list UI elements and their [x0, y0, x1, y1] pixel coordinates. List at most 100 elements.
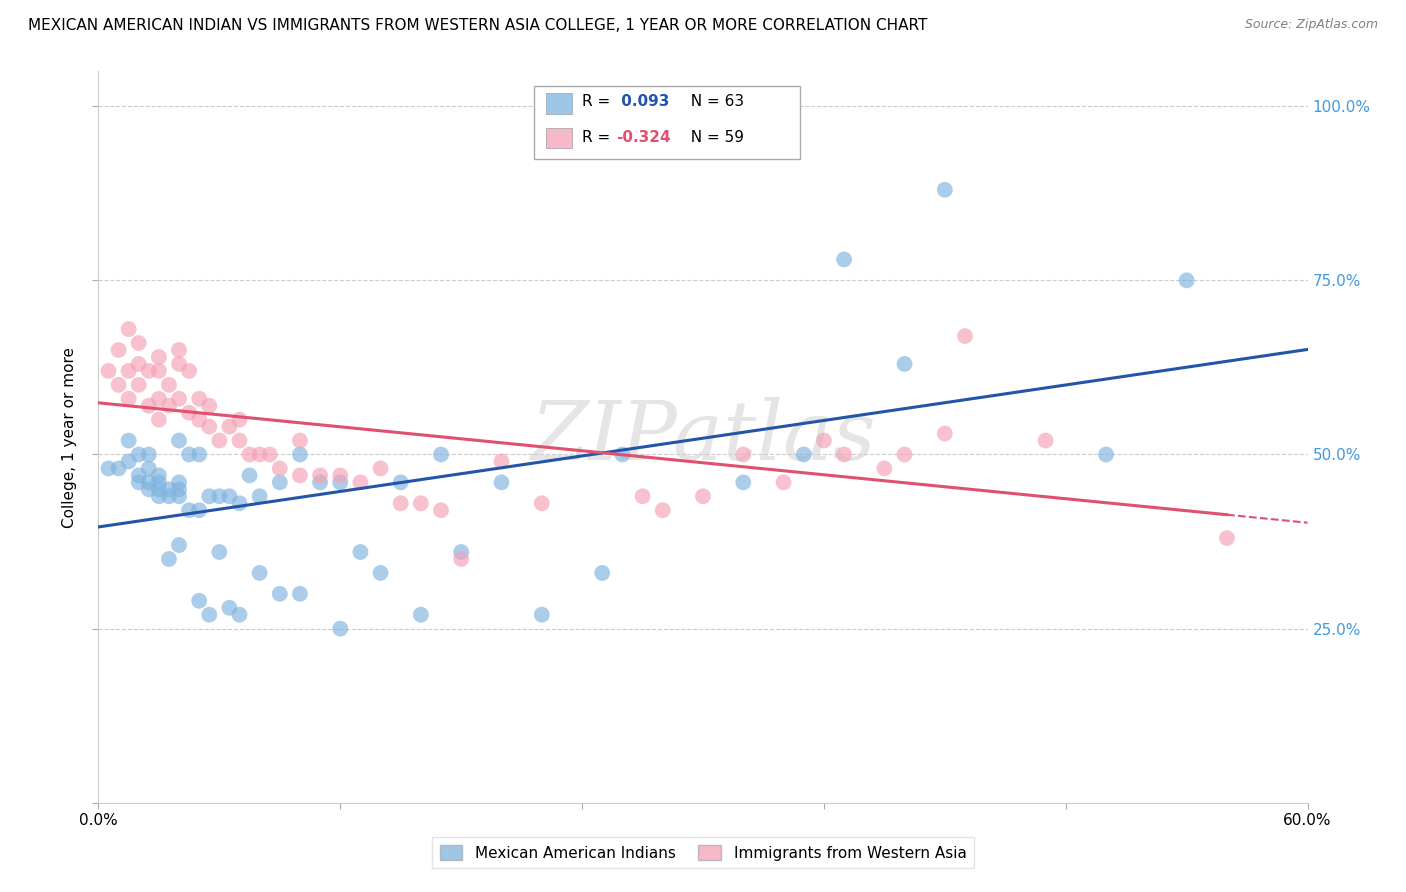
Point: [179, 503, 201, 517]
Point: [107, 461, 129, 475]
Point: [832, 448, 855, 462]
Point: [118, 322, 141, 336]
Point: [1175, 273, 1198, 287]
Point: [893, 357, 915, 371]
Point: [167, 357, 190, 371]
Point: [128, 336, 150, 351]
Point: [167, 343, 190, 357]
Point: [893, 448, 915, 462]
Point: [128, 475, 150, 490]
Point: [228, 434, 250, 448]
Point: [157, 399, 180, 413]
Point: [733, 475, 755, 490]
Point: [228, 412, 250, 426]
Text: ZIPatlas: ZIPatlas: [530, 397, 876, 477]
Point: [198, 607, 221, 622]
Point: [128, 468, 150, 483]
Point: [793, 448, 815, 462]
Point: [138, 448, 160, 462]
Point: [157, 483, 180, 497]
Point: [228, 607, 250, 622]
Point: [107, 377, 129, 392]
FancyBboxPatch shape: [546, 94, 572, 114]
Point: [934, 183, 956, 197]
Point: [288, 468, 311, 483]
Y-axis label: College, 1 year or more: College, 1 year or more: [62, 347, 77, 527]
Point: [97, 364, 120, 378]
Point: [148, 350, 170, 364]
Point: [430, 503, 453, 517]
Point: [218, 600, 240, 615]
Point: [813, 434, 835, 448]
Point: [873, 461, 896, 475]
Point: [118, 434, 141, 448]
Point: [530, 496, 553, 510]
Point: [118, 364, 141, 378]
Point: [491, 475, 513, 490]
Point: [389, 496, 412, 510]
Point: [1095, 448, 1118, 462]
Point: [218, 419, 240, 434]
Point: [1216, 531, 1239, 545]
Point: [450, 552, 472, 566]
Point: [288, 448, 311, 462]
Point: [167, 538, 190, 552]
Point: [249, 448, 271, 462]
Point: [349, 475, 371, 490]
Point: [179, 406, 201, 420]
Point: [188, 412, 211, 426]
Point: [148, 489, 170, 503]
Point: [188, 448, 211, 462]
Point: [239, 468, 262, 483]
Point: [631, 489, 654, 503]
Point: [329, 475, 352, 490]
Point: [138, 483, 160, 497]
Point: [148, 392, 170, 406]
Point: [1035, 434, 1057, 448]
Point: [409, 607, 432, 622]
Point: [208, 489, 231, 503]
Point: [157, 489, 180, 503]
Point: [138, 399, 160, 413]
Point: [188, 594, 211, 608]
Point: [370, 461, 392, 475]
Point: [148, 364, 170, 378]
Point: [167, 489, 190, 503]
Text: 0.093: 0.093: [616, 95, 669, 110]
Point: [218, 489, 240, 503]
Point: [157, 552, 180, 566]
Legend: Mexican American Indians, Immigrants from Western Asia: Mexican American Indians, Immigrants fro…: [432, 837, 974, 868]
Point: [430, 448, 453, 462]
Point: [259, 448, 281, 462]
Point: [167, 475, 190, 490]
Point: [269, 587, 291, 601]
Point: [97, 461, 120, 475]
Point: [188, 392, 211, 406]
Point: [179, 448, 201, 462]
Point: [167, 434, 190, 448]
Point: [128, 357, 150, 371]
Point: [148, 468, 170, 483]
Point: [239, 448, 262, 462]
Text: Source: ZipAtlas.com: Source: ZipAtlas.com: [1244, 18, 1378, 31]
Point: [370, 566, 392, 580]
Point: [309, 475, 332, 490]
Point: [198, 419, 221, 434]
Point: [389, 475, 412, 490]
Point: [167, 483, 190, 497]
Point: [288, 434, 311, 448]
Point: [148, 483, 170, 497]
Point: [128, 377, 150, 392]
Text: N = 59: N = 59: [682, 129, 744, 145]
Point: [138, 475, 160, 490]
Text: R =: R =: [582, 129, 616, 145]
Point: [409, 496, 432, 510]
Point: [249, 489, 271, 503]
Point: [692, 489, 714, 503]
Point: [651, 503, 673, 517]
Point: [329, 622, 352, 636]
Point: [188, 503, 211, 517]
Point: [591, 566, 613, 580]
Point: [349, 545, 371, 559]
Text: R =: R =: [582, 95, 616, 110]
